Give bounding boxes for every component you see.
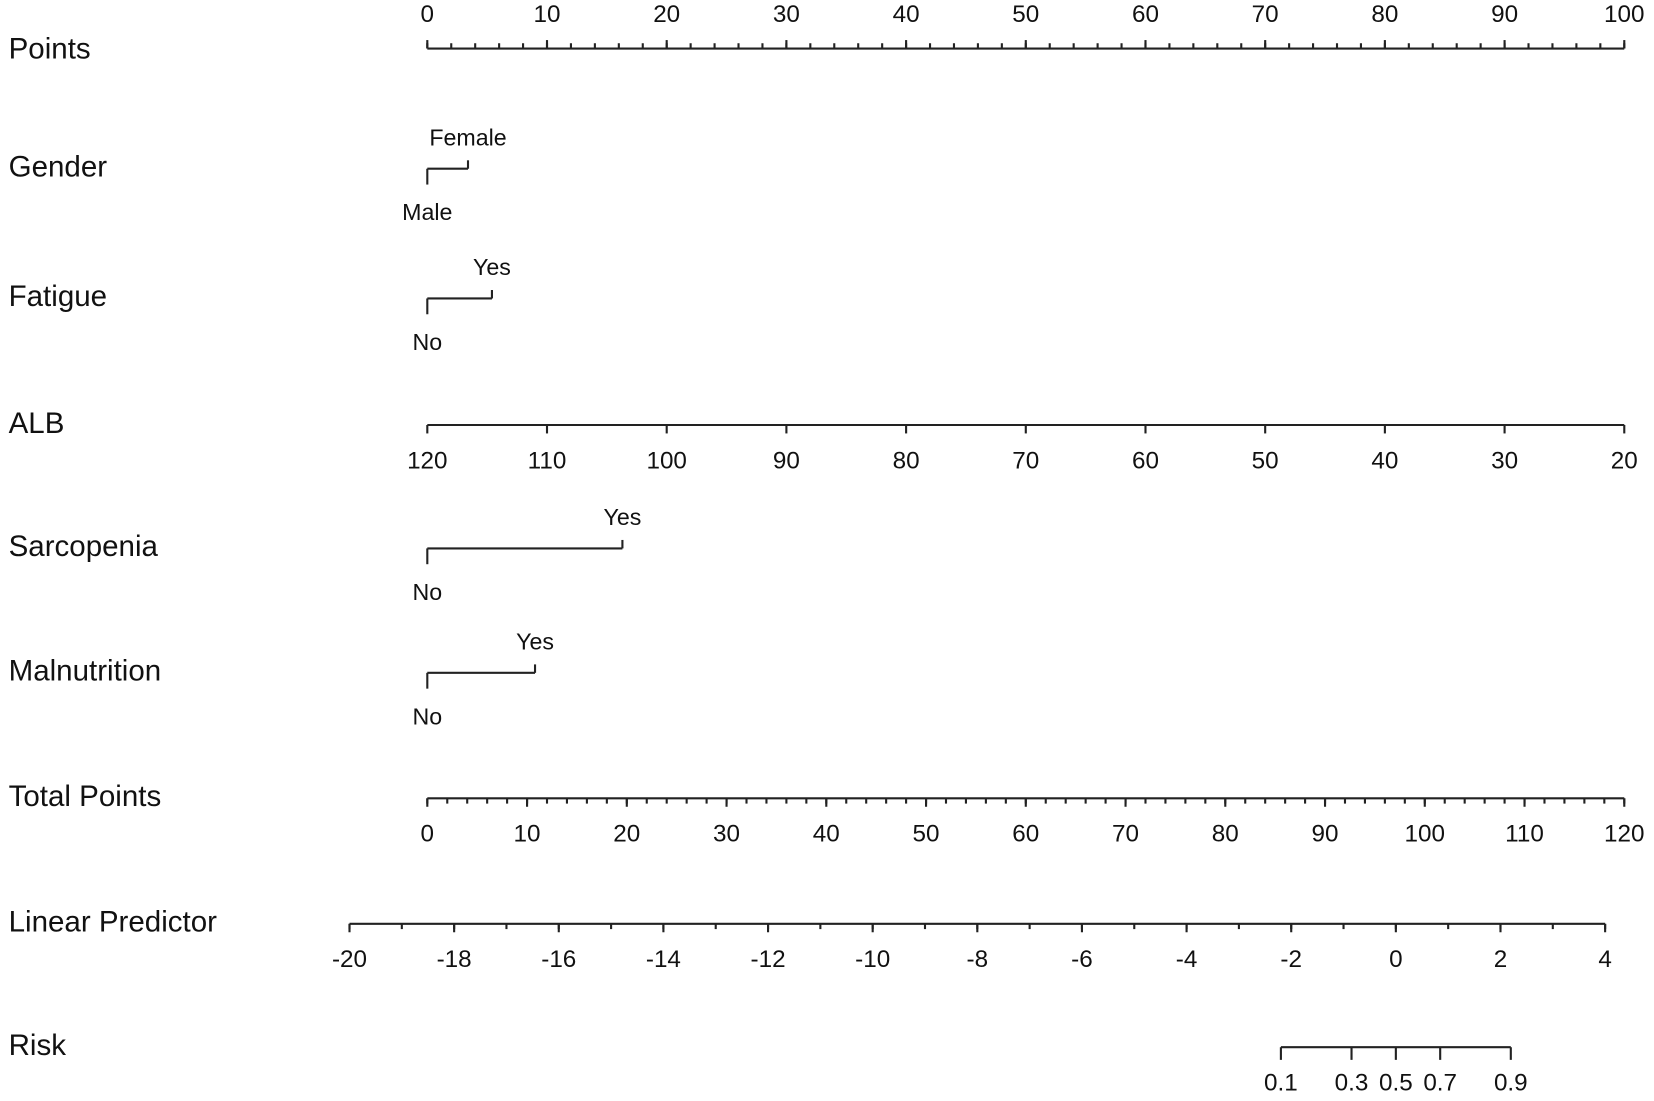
row-label: Points (9, 32, 91, 65)
tick-label: 60 (1132, 1, 1159, 28)
tick-label: 0 (421, 1, 435, 28)
tick-label: 110 (1505, 821, 1544, 848)
tick-label: 50 (1252, 447, 1279, 474)
tick-label: 80 (1212, 821, 1239, 848)
tick-label: 80 (1371, 1, 1398, 28)
tick-label: 0.5 (1379, 1070, 1413, 1097)
tick-label: -10 (855, 946, 890, 973)
tick-label: 80 (893, 447, 920, 474)
tick-label: 120 (407, 447, 447, 474)
tick-label: 110 (528, 447, 567, 474)
tick-label: 2 (1494, 946, 1508, 973)
tick-label: 90 (1491, 1, 1518, 28)
tick-label: 100 (646, 447, 686, 474)
tick-label: -20 (332, 946, 367, 973)
level-label: No (412, 703, 442, 729)
tick-label: -6 (1071, 946, 1093, 973)
row-label: Gender (9, 151, 108, 184)
tick-label: 120 (1604, 821, 1644, 848)
tick-label: 100 (1604, 1, 1644, 28)
tick-label: 0 (421, 821, 435, 848)
level-label: Yes (473, 254, 511, 280)
tick-label: 0 (1389, 946, 1403, 973)
tick-label: 70 (1112, 821, 1139, 848)
tick-label: -4 (1176, 946, 1198, 973)
tick-label: 0.9 (1494, 1070, 1528, 1097)
row-label: Total Points (9, 780, 162, 813)
level-label: Yes (516, 628, 554, 654)
tick-label: 10 (534, 1, 561, 28)
tick-label: 0.7 (1423, 1070, 1457, 1097)
tick-label: 100 (1405, 821, 1445, 848)
tick-label: 40 (1371, 447, 1398, 474)
row-label: Linear Predictor (9, 906, 218, 939)
tick-label: 70 (1252, 1, 1279, 28)
level-label: Male (402, 199, 452, 225)
tick-label: 50 (913, 821, 940, 848)
tick-label: 4 (1598, 946, 1612, 973)
row-label: Risk (9, 1029, 67, 1062)
level-label: No (412, 579, 442, 605)
row-label: Fatigue (9, 280, 107, 313)
level-label: Yes (603, 504, 641, 530)
row-label: Sarcopenia (9, 530, 159, 563)
tick-label: 40 (893, 1, 920, 28)
tick-label: 50 (1012, 1, 1039, 28)
tick-label: 90 (773, 447, 800, 474)
tick-label: 30 (773, 1, 800, 28)
tick-label: 20 (613, 821, 640, 848)
row-label: Malnutrition (9, 655, 162, 688)
tick-label: 30 (1491, 447, 1518, 474)
tick-label: 70 (1012, 447, 1039, 474)
tick-label: 20 (653, 1, 680, 28)
level-label: Female (429, 124, 506, 150)
tick-label: 60 (1132, 447, 1159, 474)
row-label: ALB (9, 407, 65, 440)
tick-label: -8 (967, 946, 989, 973)
tick-label: -2 (1280, 946, 1302, 973)
level-label: No (412, 329, 442, 355)
tick-label: 90 (1312, 821, 1339, 848)
tick-label: -18 (437, 946, 472, 973)
tick-label: -14 (646, 946, 681, 973)
tick-label: 40 (813, 821, 840, 848)
tick-label: 30 (713, 821, 740, 848)
tick-label: 0.3 (1335, 1070, 1369, 1097)
tick-label: -16 (541, 946, 576, 973)
tick-label: -12 (751, 946, 786, 973)
tick-label: 20 (1611, 447, 1638, 474)
tick-label: 60 (1012, 821, 1039, 848)
tick-label: 10 (514, 821, 541, 848)
tick-label: 0.1 (1264, 1070, 1298, 1097)
